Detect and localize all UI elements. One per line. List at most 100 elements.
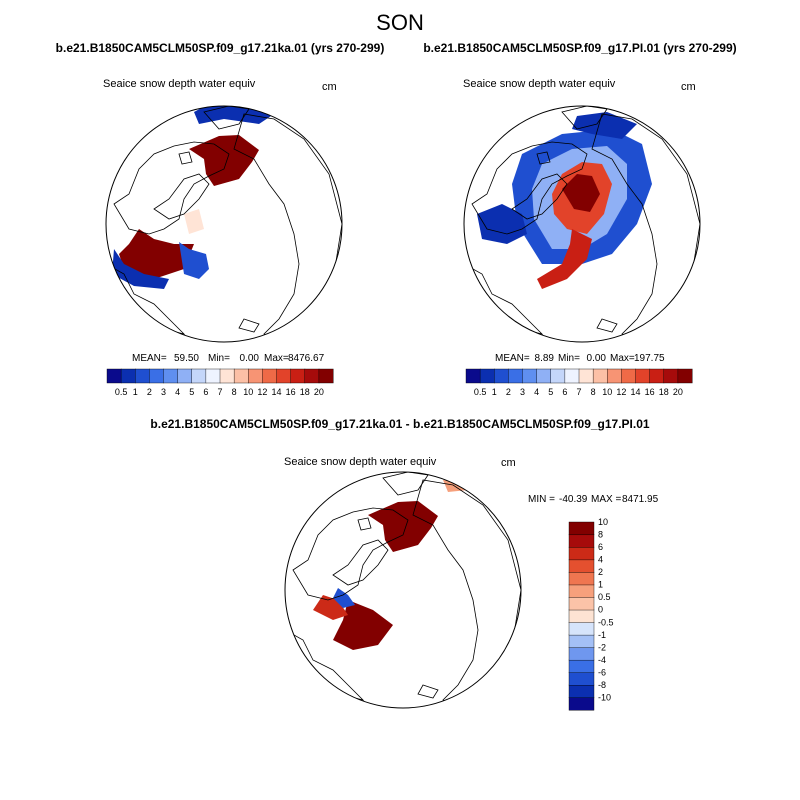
panel-diff-colorbar-label: -2 — [598, 642, 606, 652]
panel-pi-colorbar-box — [663, 368, 679, 384]
panel-21ka-colorbar-box — [290, 368, 306, 384]
panel-pi-colorbar-box — [564, 368, 580, 384]
panel-pi-colorbar: 0.5 1 2 3 4 5 6 7 8 10 12 14 16 18 20 — [465, 368, 693, 397]
panel-21ka-units: cm — [322, 81, 337, 93]
figure-title: SON — [376, 10, 424, 35]
panel-21ka-case: b.e21.B1850CAM5CLM50SP.f09_g17.21ka.01 (… — [56, 41, 385, 55]
panel-pi-colorbar-label: 16 — [645, 387, 655, 397]
panel-pi-region-red-tail — [537, 229, 592, 289]
panel-diff-colorbar-box — [568, 672, 595, 686]
panel-diff-colorbar-label: 10 — [598, 517, 608, 527]
panel-diff-colorbar-label: -0.5 — [598, 617, 614, 627]
panel-diff-region-pacific-diff-2 — [488, 488, 503, 498]
panel-pi-colorbar-label: 1 — [492, 387, 497, 397]
panel-pi-colorbar-box — [508, 368, 524, 384]
panel-21ka: b.e21.B1850CAM5CLM50SP.f09_g17.21ka.01 (… — [56, 41, 385, 397]
panel-pi-colorbar-box — [635, 368, 651, 384]
panel-21ka-max-label: Max= — [264, 353, 289, 364]
panel-diff-max-label: MAX = — [591, 494, 621, 505]
panel-21ka-max-value: 8476.67 — [288, 353, 325, 364]
panel-diff-coastline-3 — [382, 472, 429, 496]
panel-diff-stats: MIN = -40.39 MAX = 8471.95 — [528, 494, 659, 505]
panel-diff-colorbar-box — [568, 647, 595, 661]
panel-21ka-colorbar-box — [233, 368, 249, 384]
panel-21ka-colorbar: 0.5 1 2 3 4 5 6 7 8 10 12 14 16 18 20 — [106, 368, 334, 397]
panel-21ka-min-label: Min= — [208, 353, 230, 364]
panel-diff-coastline-1 — [332, 539, 389, 586]
panel-diff-colorbar-label: 6 — [598, 542, 603, 552]
panel-diff-colorbar-label: -1 — [598, 630, 606, 640]
panel-pi-colorbar-box — [479, 368, 495, 384]
panel-pi-coastline-6 — [536, 151, 551, 165]
panel-21ka-colorbar-box — [318, 368, 334, 384]
panel-21ka-colorbar-box — [149, 368, 165, 384]
panel-21ka-colorbar-label: 10 — [243, 387, 253, 397]
panel-pi-colorbar-box — [592, 368, 608, 384]
panel-diff-regions — [285, 472, 521, 708]
panel-21ka-colorbar-box — [262, 368, 278, 384]
panel-pi-variable: Seaice snow depth water equiv — [463, 78, 616, 90]
panel-21ka-colorbar-label: 14 — [271, 387, 281, 397]
panel-pi-colorbar-box — [465, 368, 481, 384]
panel-21ka-colorbar-label: 0.5 — [115, 387, 128, 397]
panel-21ka-colorbar-label: 3 — [161, 387, 166, 397]
panel-pi-colorbar-label: 8 — [591, 387, 596, 397]
panel-diff-min-label: MIN = — [528, 494, 555, 505]
panel-pi-colorbar-label: 6 — [562, 387, 567, 397]
panel-diff-coastline-0 — [292, 507, 409, 601]
panel-21ka-stats: MEAN= 59.50 Min= 0.00 Max= 8476.67 — [132, 353, 325, 364]
panel-pi-colorbar-label: 18 — [659, 387, 669, 397]
panel-21ka-colorbar-label: 12 — [257, 387, 267, 397]
panel-21ka-colorbar-box — [177, 368, 193, 384]
panel-diff-colorbar-box — [568, 534, 595, 548]
panel-21ka-colorbar-label: 6 — [203, 387, 208, 397]
panel-pi-region-arctic-core — [562, 174, 600, 212]
panel-pi-min-label: Min= — [558, 353, 580, 364]
panel-diff-colorbar: -10 -8 -6 -4 -2 -1 -0.5 0 0.5 1 2 4 6 8 10 — [568, 517, 614, 711]
panel-pi-colorbar-box — [550, 368, 566, 384]
panel-21ka-coastline-3 — [203, 106, 250, 130]
panel-21ka-colorbar-box — [106, 368, 122, 384]
panel-pi-colorbar-box — [649, 368, 665, 384]
panel-21ka-map-boundary — [105, 105, 343, 343]
panel-diff-colorbar-label: 2 — [598, 567, 603, 577]
panel-pi-colorbar-box — [677, 368, 693, 384]
panel-21ka-colorbar-box — [205, 368, 221, 384]
panel-pi-region-west-blue — [477, 204, 527, 244]
panel-diff-colorbar-box — [568, 584, 595, 598]
panel-21ka-colorbar-label: 18 — [300, 387, 310, 397]
panel-diff-colorbar-box — [568, 559, 595, 573]
panel-diff-colorbar-label: 8 — [598, 530, 603, 540]
panel-diff-colorbar-label: 0 — [598, 605, 603, 615]
panel-pi-coastline-3 — [561, 106, 608, 130]
panel-21ka-region-baffin-strip — [184, 209, 204, 234]
panel-21ka-colorbar-label: 8 — [232, 387, 237, 397]
panel-diff-colorbar-label: -8 — [598, 680, 606, 690]
panel-21ka-variable: Seaice snow depth water equiv — [103, 78, 256, 90]
panel-21ka-min-value: 0.00 — [240, 353, 260, 364]
panel-diff-colorbar-box — [568, 609, 595, 623]
panel-pi-colorbar-box — [621, 368, 637, 384]
panel-diff-colorbar-box — [568, 546, 595, 561]
panel-pi-max-label: Max= — [610, 353, 635, 364]
panel-diff-region-atlantic-diff — [333, 600, 393, 650]
panel-pi-colorbar-label: 20 — [673, 387, 683, 397]
panel-21ka-region-labrador-blue — [179, 242, 209, 279]
panel-diff-colorbar-label: 4 — [598, 555, 603, 565]
panel-diff-region-labrador-diff-blue — [333, 588, 355, 608]
panel-diff-colorbar-box — [568, 634, 595, 648]
panel-pi: b.e21.B1850CAM5CLM50SP.f09_g17.PI.01 (yr… — [423, 41, 736, 397]
panel-pi-min-value: 0.00 — [587, 353, 607, 364]
panel-pi-colorbar-label: 12 — [616, 387, 626, 397]
panel-pi-colorbar-box — [536, 368, 552, 384]
panel-pi-colorbar-box — [578, 368, 594, 384]
panel-21ka-colorbar-label: 16 — [286, 387, 296, 397]
panel-pi-colorbar-box — [494, 368, 509, 384]
panel-pi-map-boundary — [463, 105, 701, 343]
panel-diff-colorbar-box — [568, 521, 595, 536]
panel-diff-colorbar-label: 1 — [598, 580, 603, 590]
panel-pi-coastline-1 — [511, 173, 568, 220]
panel-pi-colorbar-label: 10 — [602, 387, 612, 397]
panel-diff-max-value: 8471.95 — [622, 494, 659, 505]
